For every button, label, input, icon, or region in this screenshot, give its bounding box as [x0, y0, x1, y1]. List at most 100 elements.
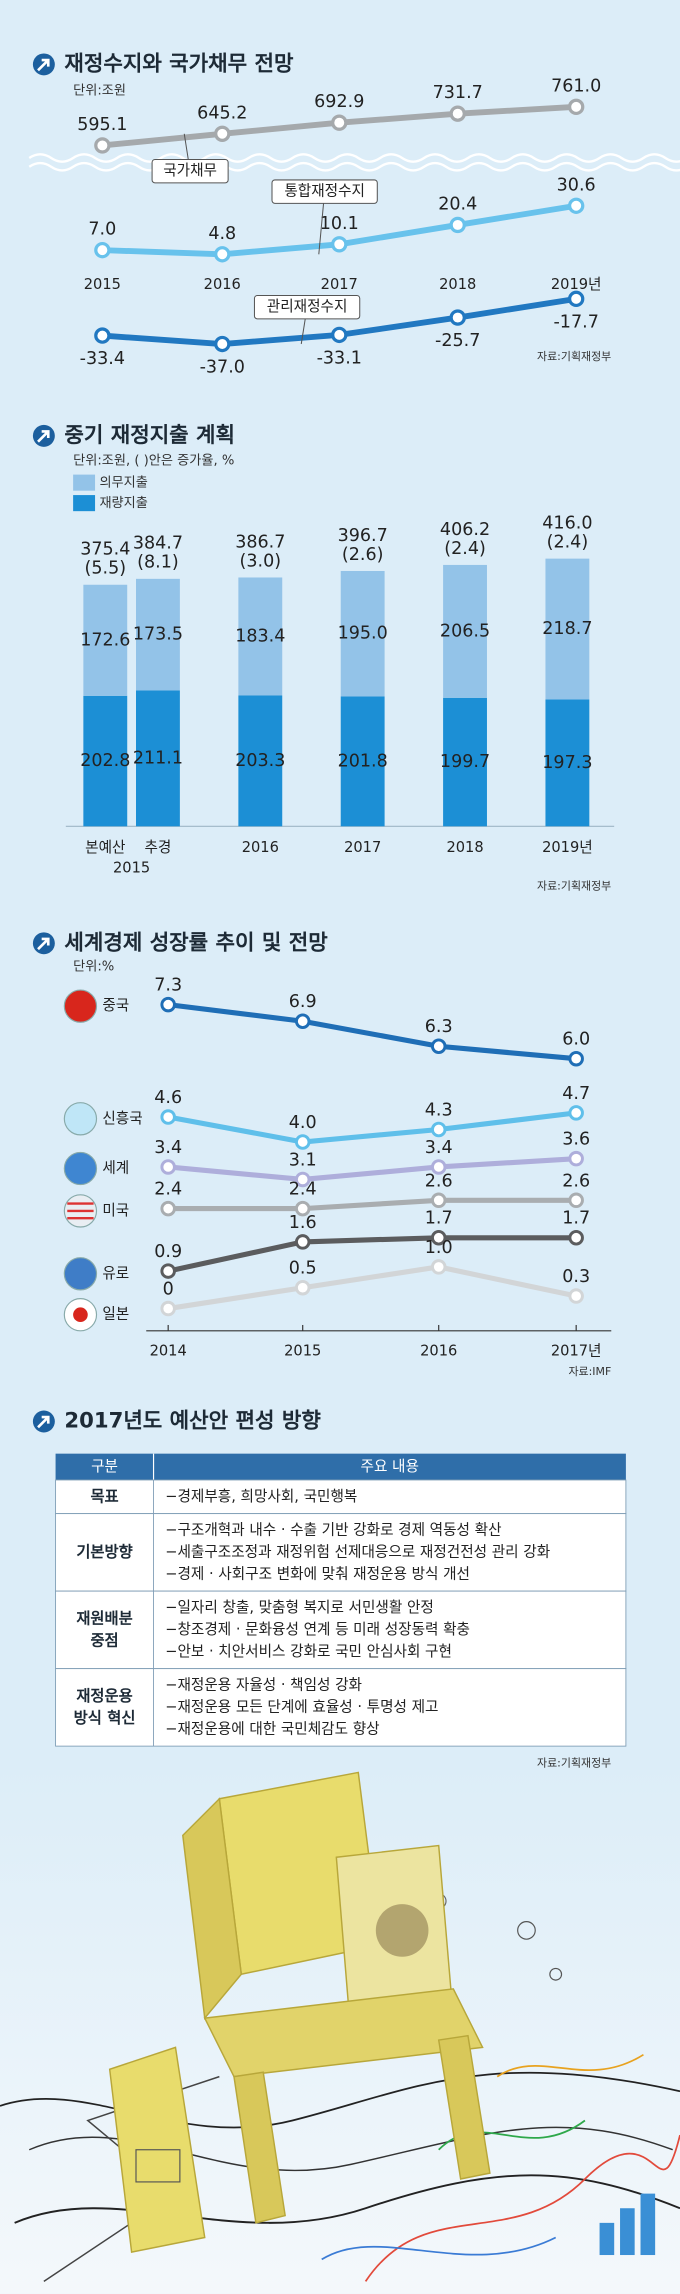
line — [167, 1002, 577, 1062]
value-label: -25.7 — [435, 331, 480, 351]
flag-dot — [73, 1307, 88, 1323]
series-name: 관리재정수지 — [267, 298, 348, 315]
bar-segment — [545, 558, 590, 700]
value-label: -17.7 — [553, 312, 598, 332]
x-tick-label: 2016 — [242, 839, 279, 856]
point — [94, 241, 111, 259]
point — [160, 996, 176, 1013]
point — [430, 1038, 447, 1054]
row-item: −세출구조조정과 재정위험 선제대응으로 재정건전성 관리 강화 — [165, 1543, 550, 1560]
point — [568, 1105, 584, 1121]
bar-segment — [136, 690, 180, 827]
series-tag-box — [151, 158, 229, 184]
growth-label: (5.5) — [85, 559, 127, 579]
value-label: 0.3 — [562, 1267, 590, 1287]
value-label: 1.7 — [562, 1209, 590, 1229]
value-label: 1.7 — [425, 1209, 453, 1229]
x-tick-label: 2016 — [420, 1342, 457, 1359]
table-row — [55, 1590, 627, 1670]
flag — [63, 1151, 98, 1186]
point — [568, 1050, 584, 1067]
point — [568, 1192, 584, 1209]
point — [294, 1279, 311, 1296]
row-item: −경제 · 사회구조 변화에 맞춰 재정운용 방식 개선 — [165, 1565, 470, 1582]
total-label: 416.0 — [542, 514, 592, 534]
section-title: 2017년도 예산안 편성 방향 — [64, 1407, 321, 1432]
value-label: 20.4 — [438, 194, 477, 214]
x-tick-label: 2017 — [344, 839, 381, 856]
point — [294, 1134, 311, 1150]
series-name: 통합재정수지 — [284, 183, 365, 200]
total-label: 386.7 — [235, 532, 285, 552]
axis-break — [28, 153, 680, 163]
unit: 단위:% — [73, 959, 114, 975]
group-label: 2015 — [113, 860, 150, 877]
point — [567, 197, 585, 214]
total-label: 384.7 — [133, 534, 183, 554]
segment-label: 183.4 — [235, 626, 285, 646]
point — [331, 326, 348, 344]
total-label: 396.7 — [338, 526, 388, 546]
row-item: −구조개혁과 내수 · 수출 기반 강화로 경제 역동성 확산 — [165, 1521, 501, 1538]
segment-label: 218.7 — [542, 619, 592, 639]
total-label: 375.4 — [80, 540, 130, 560]
segment-label: 172.6 — [80, 630, 130, 650]
segment-label: 201.8 — [338, 751, 388, 771]
point — [567, 98, 585, 116]
segment-label: 203.3 — [235, 751, 285, 771]
series-name: 국가채무 — [163, 162, 217, 179]
bar-segment — [340, 570, 385, 697]
row-label: 재정운용 — [76, 1687, 132, 1705]
point — [449, 105, 466, 122]
line — [167, 1264, 577, 1312]
legend-label: 재량지출 — [99, 495, 147, 511]
line — [167, 1110, 577, 1145]
point — [160, 1109, 176, 1125]
series-tag-box — [253, 294, 361, 320]
point — [430, 1192, 447, 1209]
value-label: 0.9 — [154, 1242, 182, 1262]
source: 자료:IMF — [568, 1365, 611, 1378]
point — [568, 1150, 584, 1167]
value-label: 1.0 — [425, 1238, 453, 1258]
row-item: −안보 · 치안서비스 강화로 국민 안심사회 구현 — [165, 1643, 452, 1660]
section-title: 재정수지와 국가채무 전망 — [64, 50, 294, 75]
value-label: 4.3 — [425, 1101, 453, 1121]
value-label: 6.0 — [562, 1030, 590, 1050]
header-cell: 구분 — [91, 1458, 118, 1475]
value-label: 6.9 — [289, 992, 317, 1012]
growth-label: (2.6) — [342, 545, 384, 565]
table-header — [55, 1453, 626, 1480]
growth-label: (2.4) — [547, 533, 589, 553]
row-item: −재정운용에 대한 국민체감도 향상 — [165, 1720, 379, 1737]
point — [430, 1259, 447, 1275]
title-icon-arrow — [37, 937, 50, 951]
line — [167, 1156, 577, 1183]
header-cell: 주요 내용 — [361, 1458, 419, 1475]
section-title: 세계경제 성장률 추이 및 전망 — [64, 929, 328, 954]
point — [160, 1263, 176, 1279]
bar-segment — [136, 578, 180, 691]
value-label: 2.4 — [289, 1180, 317, 1200]
series-name: 미국 — [102, 1202, 129, 1219]
x-tick-label: 2018 — [439, 276, 476, 293]
series-name: 세계 — [102, 1159, 129, 1176]
segment-label: 199.7 — [440, 752, 490, 772]
bar-segment — [83, 584, 128, 696]
bar-segment — [340, 696, 385, 827]
source: 자료:기획재정부 — [537, 350, 611, 363]
bar-segment — [238, 695, 283, 827]
value-label: -33.4 — [80, 349, 125, 369]
flag — [63, 1257, 98, 1291]
point — [568, 1230, 584, 1246]
value-label: 2.4 — [154, 1180, 182, 1200]
point — [294, 1171, 311, 1188]
x-tick-label: 본예산 — [85, 839, 125, 856]
title-icon-arrow — [37, 1415, 50, 1429]
growth-label: (8.1) — [137, 553, 179, 573]
line — [167, 1235, 577, 1274]
x-tick-label: 추경 — [144, 839, 171, 856]
value-label: 0.5 — [289, 1259, 317, 1279]
point — [567, 290, 585, 308]
